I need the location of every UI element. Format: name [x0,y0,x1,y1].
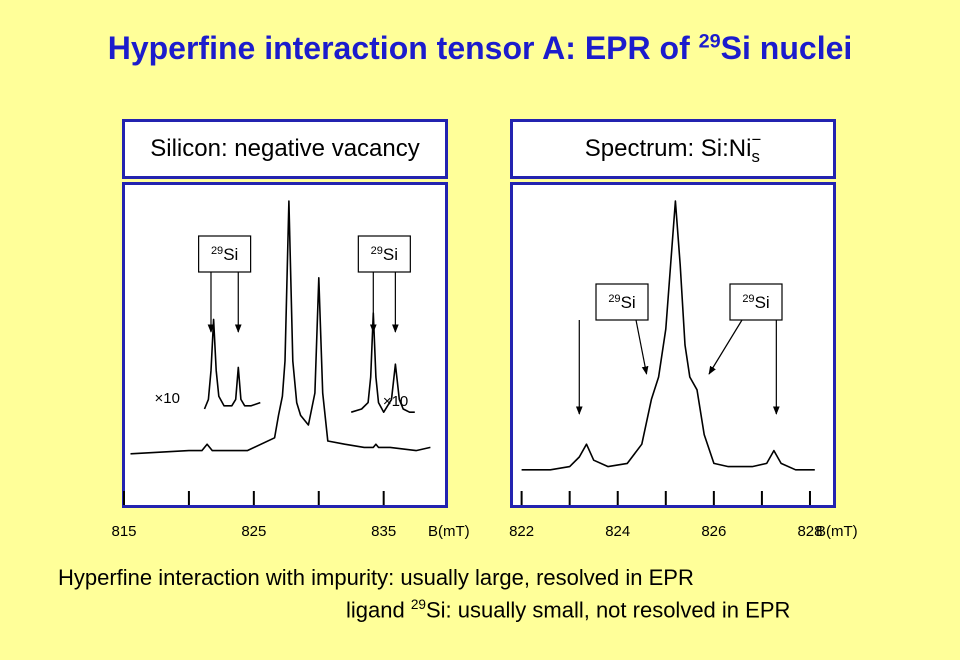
x-tick-label-nickel: 826 [701,523,726,540]
series-line-vacancy-1 [203,318,261,410]
isotope-arrow-diagonal [708,319,743,375]
isotope-label-box [729,283,783,321]
scale-label-vacancy: ×10 [383,393,408,410]
x-tick-label-nickel: 828 [797,523,822,540]
x-tick-label-nickel: 824 [605,523,630,540]
isotope-label: 29Si [371,245,398,264]
note-impurity: Hyperfine interaction with impurity: usu… [58,565,694,590]
isotope-label-box [357,235,411,273]
isotope-label: 29Si [211,245,238,264]
series-line-nickel-0 [521,200,815,471]
scale-label-vacancy: ×10 [155,390,180,407]
x-axis-label-nickel: B(mT) [816,523,858,540]
x-tick-label-nickel: 822 [509,523,534,540]
panel-title-vacancy: Silicon: negative vacancy [122,119,448,179]
note-ligand: ligand 29Si: usually small, not resolved… [346,597,791,623]
x-tick-label-vacancy: 835 [371,523,396,540]
series-line-vacancy-0 [130,200,431,455]
isotope-label: 29Si [742,293,769,312]
page-title: Hyperfine interaction tensor A: EPR of 2… [107,30,853,66]
x-tick-label-vacancy: 815 [111,523,136,540]
x-axis-label-vacancy: B(mT) [428,523,470,540]
isotope-label: 29Si [608,293,635,312]
isotope-label-box [595,283,649,321]
isotope-label-box [198,235,252,273]
panel-title-nickel: Spectrum: Si:Ni s − [510,119,836,179]
isotope-arrow-diagonal [635,319,649,375]
series-line-vacancy-2 [350,312,415,414]
x-tick-label-vacancy: 825 [241,523,266,540]
